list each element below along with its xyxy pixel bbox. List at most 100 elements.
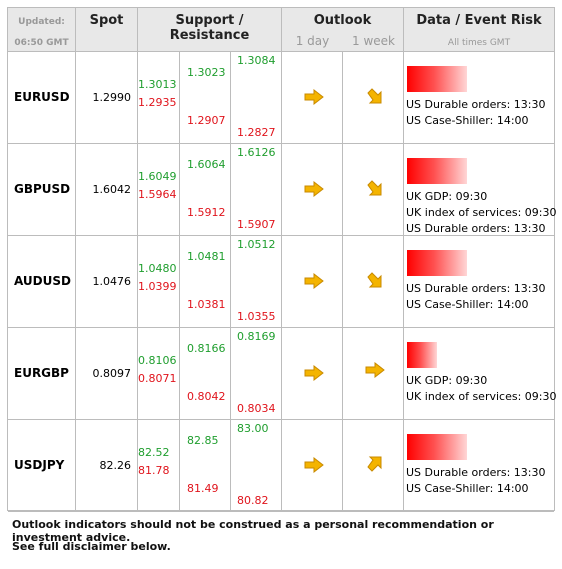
arrow-down-right-icon	[365, 270, 385, 293]
spot-value: 82.26	[99, 459, 132, 472]
event-item: UK index of services: 09:30	[406, 390, 557, 403]
support-level-1: 1.0399	[138, 280, 177, 293]
resistance-level-1: 1.0480	[138, 262, 177, 275]
support-level-1: 0.8071	[138, 372, 177, 385]
support-level-1: 81.78	[138, 464, 170, 477]
event-item: US Case-Shiller: 14:00	[406, 482, 529, 495]
outlook-1day-cell	[282, 328, 343, 419]
support-level-3: 1.0355	[237, 310, 276, 323]
outlook-1week-cell	[343, 420, 404, 511]
support-level-3: 1.2827	[237, 126, 276, 139]
event-item: US Durable orders: 13:30	[406, 98, 546, 111]
header-all-times: All times GMT	[447, 38, 511, 48]
header-event-risk-cell: Data / Event Risk All times GMT	[404, 8, 554, 52]
pair-cell: USDJPY	[8, 420, 76, 511]
level1-cell: 0.8106 0.8071	[138, 328, 180, 419]
pair-cell: AUDUSD	[8, 236, 76, 327]
level1-cell: 1.0480 1.0399	[138, 236, 180, 327]
support-level-2: 81.49	[187, 482, 219, 495]
event-item: US Durable orders: 13:30	[406, 222, 546, 235]
support-level-2: 1.0381	[187, 298, 226, 311]
event-item: US Durable orders: 13:30	[406, 282, 546, 295]
pair-name: GBPUSD	[14, 182, 71, 196]
header-event-risk: Data / Event Risk	[416, 13, 542, 28]
outlook-1week-cell	[343, 52, 404, 143]
event-item: US Durable orders: 13:30	[406, 466, 546, 479]
header-outlook-1day: 1 day	[295, 34, 330, 48]
spot-value: 1.6042	[92, 183, 132, 196]
spot-cell: 1.2990	[76, 52, 138, 143]
arrow-right-icon	[304, 180, 324, 200]
outlook-1week-cell	[343, 236, 404, 327]
resistance-level-1: 82.52	[138, 446, 170, 459]
spot-cell: 0.8097	[76, 328, 138, 419]
pair-name: EURUSD	[14, 90, 70, 104]
level2-cell: 1.0481 1.0381	[180, 236, 231, 327]
support-level-3: 80.82	[237, 494, 269, 507]
spot-cell: 82.26	[76, 420, 138, 511]
event-risk-bar	[407, 434, 467, 460]
event-item: UK GDP: 09:30	[406, 190, 488, 203]
table-row: EURGBP 0.8097 0.8106 0.8071 0.8166 0.8042 0.81…	[8, 328, 557, 420]
level3-cell: 83.00 80.82	[231, 420, 282, 511]
outlook-1day-cell	[282, 52, 343, 143]
arrow-right-icon	[304, 364, 324, 384]
resistance-level-1: 0.8106	[138, 354, 177, 367]
table-row: USDJPY 82.26 82.52 81.78 82.85 81.49 83.00 80.8…	[8, 420, 554, 512]
event-item: UK index of services: 09:30	[406, 206, 557, 219]
spot-value: 1.0476	[92, 275, 132, 288]
header-support-resistance: Support / Resistance	[169, 13, 250, 43]
event-item: US Case-Shiller: 14:00	[406, 298, 529, 311]
event-item: US Case-Shiller: 14:00	[406, 114, 529, 127]
support-level-2: 1.2907	[187, 114, 226, 127]
event-risk-cell: US Durable orders: 13:30 US Case-Shiller:…	[404, 236, 554, 327]
event-risk-bar	[407, 158, 467, 184]
event-item: UK GDP: 09:30	[406, 374, 488, 387]
table-row: EURUSD 1.2990 1.3013 1.2935 1.3023 1.2907 1.30…	[8, 52, 554, 144]
support-level-1: 1.2935	[138, 96, 177, 109]
resistance-level-3: 1.0512	[237, 238, 276, 251]
level3-cell: 1.3084 1.2827	[231, 52, 282, 143]
event-risk-cell: US Durable orders: 13:30 US Case-Shiller:…	[404, 52, 554, 143]
level3-cell: 1.6126 1.5907	[231, 144, 282, 235]
outlook-1day-cell	[282, 420, 343, 511]
resistance-level-2: 82.85	[187, 434, 219, 447]
resistance-level-2: 1.0481	[187, 250, 226, 263]
header-outlook-1week: 1 week	[352, 34, 395, 48]
pair-cell: EURGBP	[8, 328, 76, 419]
outlook-1week-cell	[343, 144, 404, 235]
level3-cell: 0.8169 0.8034	[231, 328, 282, 419]
arrow-right-icon	[365, 361, 385, 381]
header-outlook-cell: Outlook 1 day 1 week	[282, 8, 404, 52]
header-support-resistance-cell: Support / Resistance	[138, 8, 282, 52]
support-level-2: 1.5912	[187, 206, 226, 219]
resistance-level-3: 0.8169	[237, 330, 276, 343]
support-level-3: 0.8034	[237, 402, 276, 415]
resistance-level-3: 1.6126	[237, 146, 276, 159]
event-risk-cell: UK GDP: 09:30 UK index of services: 09:30…	[404, 144, 557, 235]
support-level-1: 1.5964	[138, 188, 177, 201]
table-row: AUDUSD 1.0476 1.0480 1.0399 1.0481 1.0381 1.05…	[8, 236, 554, 328]
outlook-1day-cell	[282, 236, 343, 327]
resistance-level-2: 0.8166	[187, 342, 226, 355]
spot-value: 1.2990	[92, 91, 132, 104]
event-risk-bar	[407, 342, 437, 368]
pair-name: AUDUSD	[14, 274, 71, 288]
event-risk-cell: UK GDP: 09:30 UK index of services: 09:30	[404, 328, 557, 419]
pair-name: EURGBP	[14, 366, 69, 380]
arrow-down-right-icon	[365, 178, 385, 201]
header-spot-cell: Spot	[76, 8, 138, 52]
event-risk-bar	[407, 250, 467, 276]
arrow-right-icon	[304, 456, 324, 476]
level2-cell: 0.8166 0.8042	[180, 328, 231, 419]
header-updated-cell: Updated: 06:50 GMT	[8, 8, 76, 52]
table-row: GBPUSD 1.6042 1.6049 1.5964 1.6064 1.5912 1.61…	[8, 144, 557, 236]
updated-time: 06:50 GMT	[14, 38, 69, 48]
disclaimer-text: Outlook indicators should not be constru…	[12, 518, 494, 544]
level3-cell: 1.0512 1.0355	[231, 236, 282, 327]
resistance-level-2: 1.3023	[187, 66, 226, 79]
arrow-right-icon	[304, 272, 324, 292]
outlook-1day-cell	[282, 144, 343, 235]
support-level-2: 0.8042	[187, 390, 226, 403]
spot-cell: 1.6042	[76, 144, 138, 235]
